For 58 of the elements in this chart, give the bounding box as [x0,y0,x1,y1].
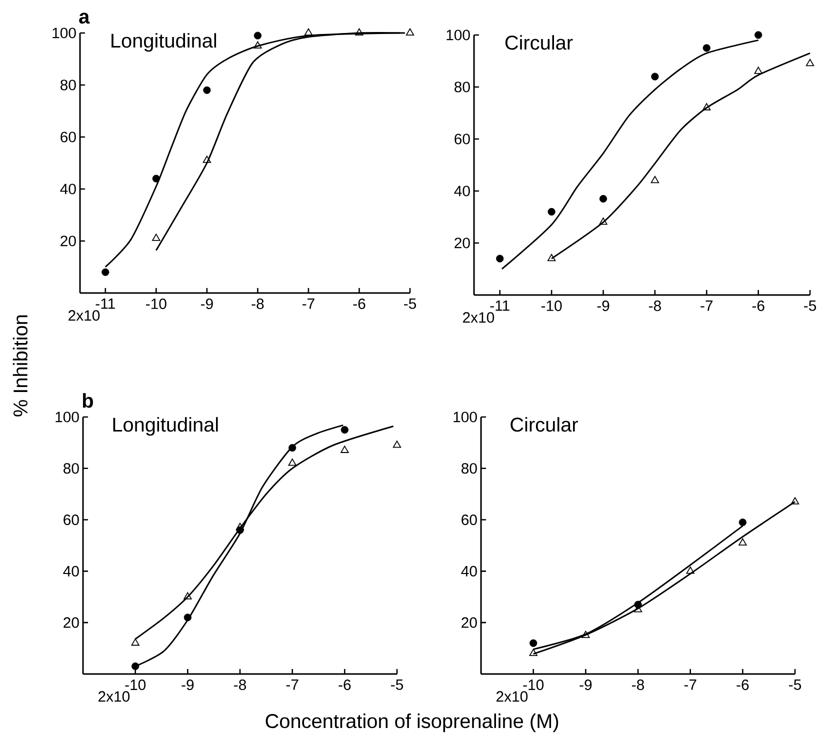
chart-title: Circular [510,417,578,432]
text: 2x10 [496,691,528,702]
y-tick-label: 60 [454,134,470,144]
y-tick-label: 20 [454,238,470,248]
y-tick-label: 40 [60,184,76,194]
x-tick-label: -10 [146,298,166,310]
x-tick-label: -6 [353,298,366,310]
x-tick-label: -5 [804,300,816,311]
x-tick-label: -6 [338,680,351,690]
y-tick-label: 40 [454,186,470,196]
x-tick-label: -5 [404,298,416,309]
y-tick-label: 60 [60,132,76,142]
x-tick-label: -5 [789,680,802,690]
x-axis-title: Concentration of isoprenaline (M) [266,714,558,732]
y-tick-label: 40 [63,566,79,576]
x-tick-label: -8 [648,300,661,312]
text: 2x10 [68,310,100,321]
x-tick-label: -9 [200,298,213,310]
x-tick-label: -9 [580,680,592,690]
x-tick-label: -10 [541,300,562,312]
y-axis-title: % Inhibition [12,315,28,416]
x-tick-label: -10 [523,680,544,690]
x-tick-label: -9 [597,300,610,312]
y-tick-label: 100 [454,412,477,422]
x-tick-label: -5 [391,680,404,690]
x-tick-label: -6 [752,300,764,312]
x-tick-label: -7 [286,680,298,690]
x-tick-label: -9 [182,680,194,690]
x-tick-label: -11 [96,298,115,309]
y-tick-label: 100 [52,28,76,38]
y-tick-label: 60 [462,514,477,526]
x-tick-label: -10 [125,680,146,690]
x-tick-label: -6 [736,680,749,690]
y-tick-label: 80 [60,80,76,90]
y-tick-label: 80 [64,463,79,474]
y-tick-label: 100 [56,412,79,422]
y-tick-label: 80 [462,463,477,474]
text: 2x10 [98,691,130,702]
text: a [79,12,90,24]
chart-title: Longitudinal [113,417,218,436]
y-tick-label: 40 [461,566,477,576]
x-tick-label: -7 [700,300,713,311]
text: b [82,393,93,408]
x-tick-label: -8 [632,680,644,690]
y-tick-label: 80 [454,82,470,92]
x-tick-label: -8 [252,298,264,310]
chart-title: Circular [505,35,573,50]
x-tick-label: -8 [234,680,246,690]
y-tick-label: 20 [462,617,477,628]
x-tick-label: -11 [490,300,510,311]
text: 2x10 [463,312,494,323]
y-tick-label: 20 [60,236,76,246]
chart-title: Longitudinal [112,33,216,52]
y-tick-label: 60 [64,514,79,526]
y-tick-label: 20 [64,617,79,628]
y-tick-label: 100 [446,30,470,40]
x-tick-label: -7 [684,680,696,690]
x-tick-label: -7 [302,298,314,309]
